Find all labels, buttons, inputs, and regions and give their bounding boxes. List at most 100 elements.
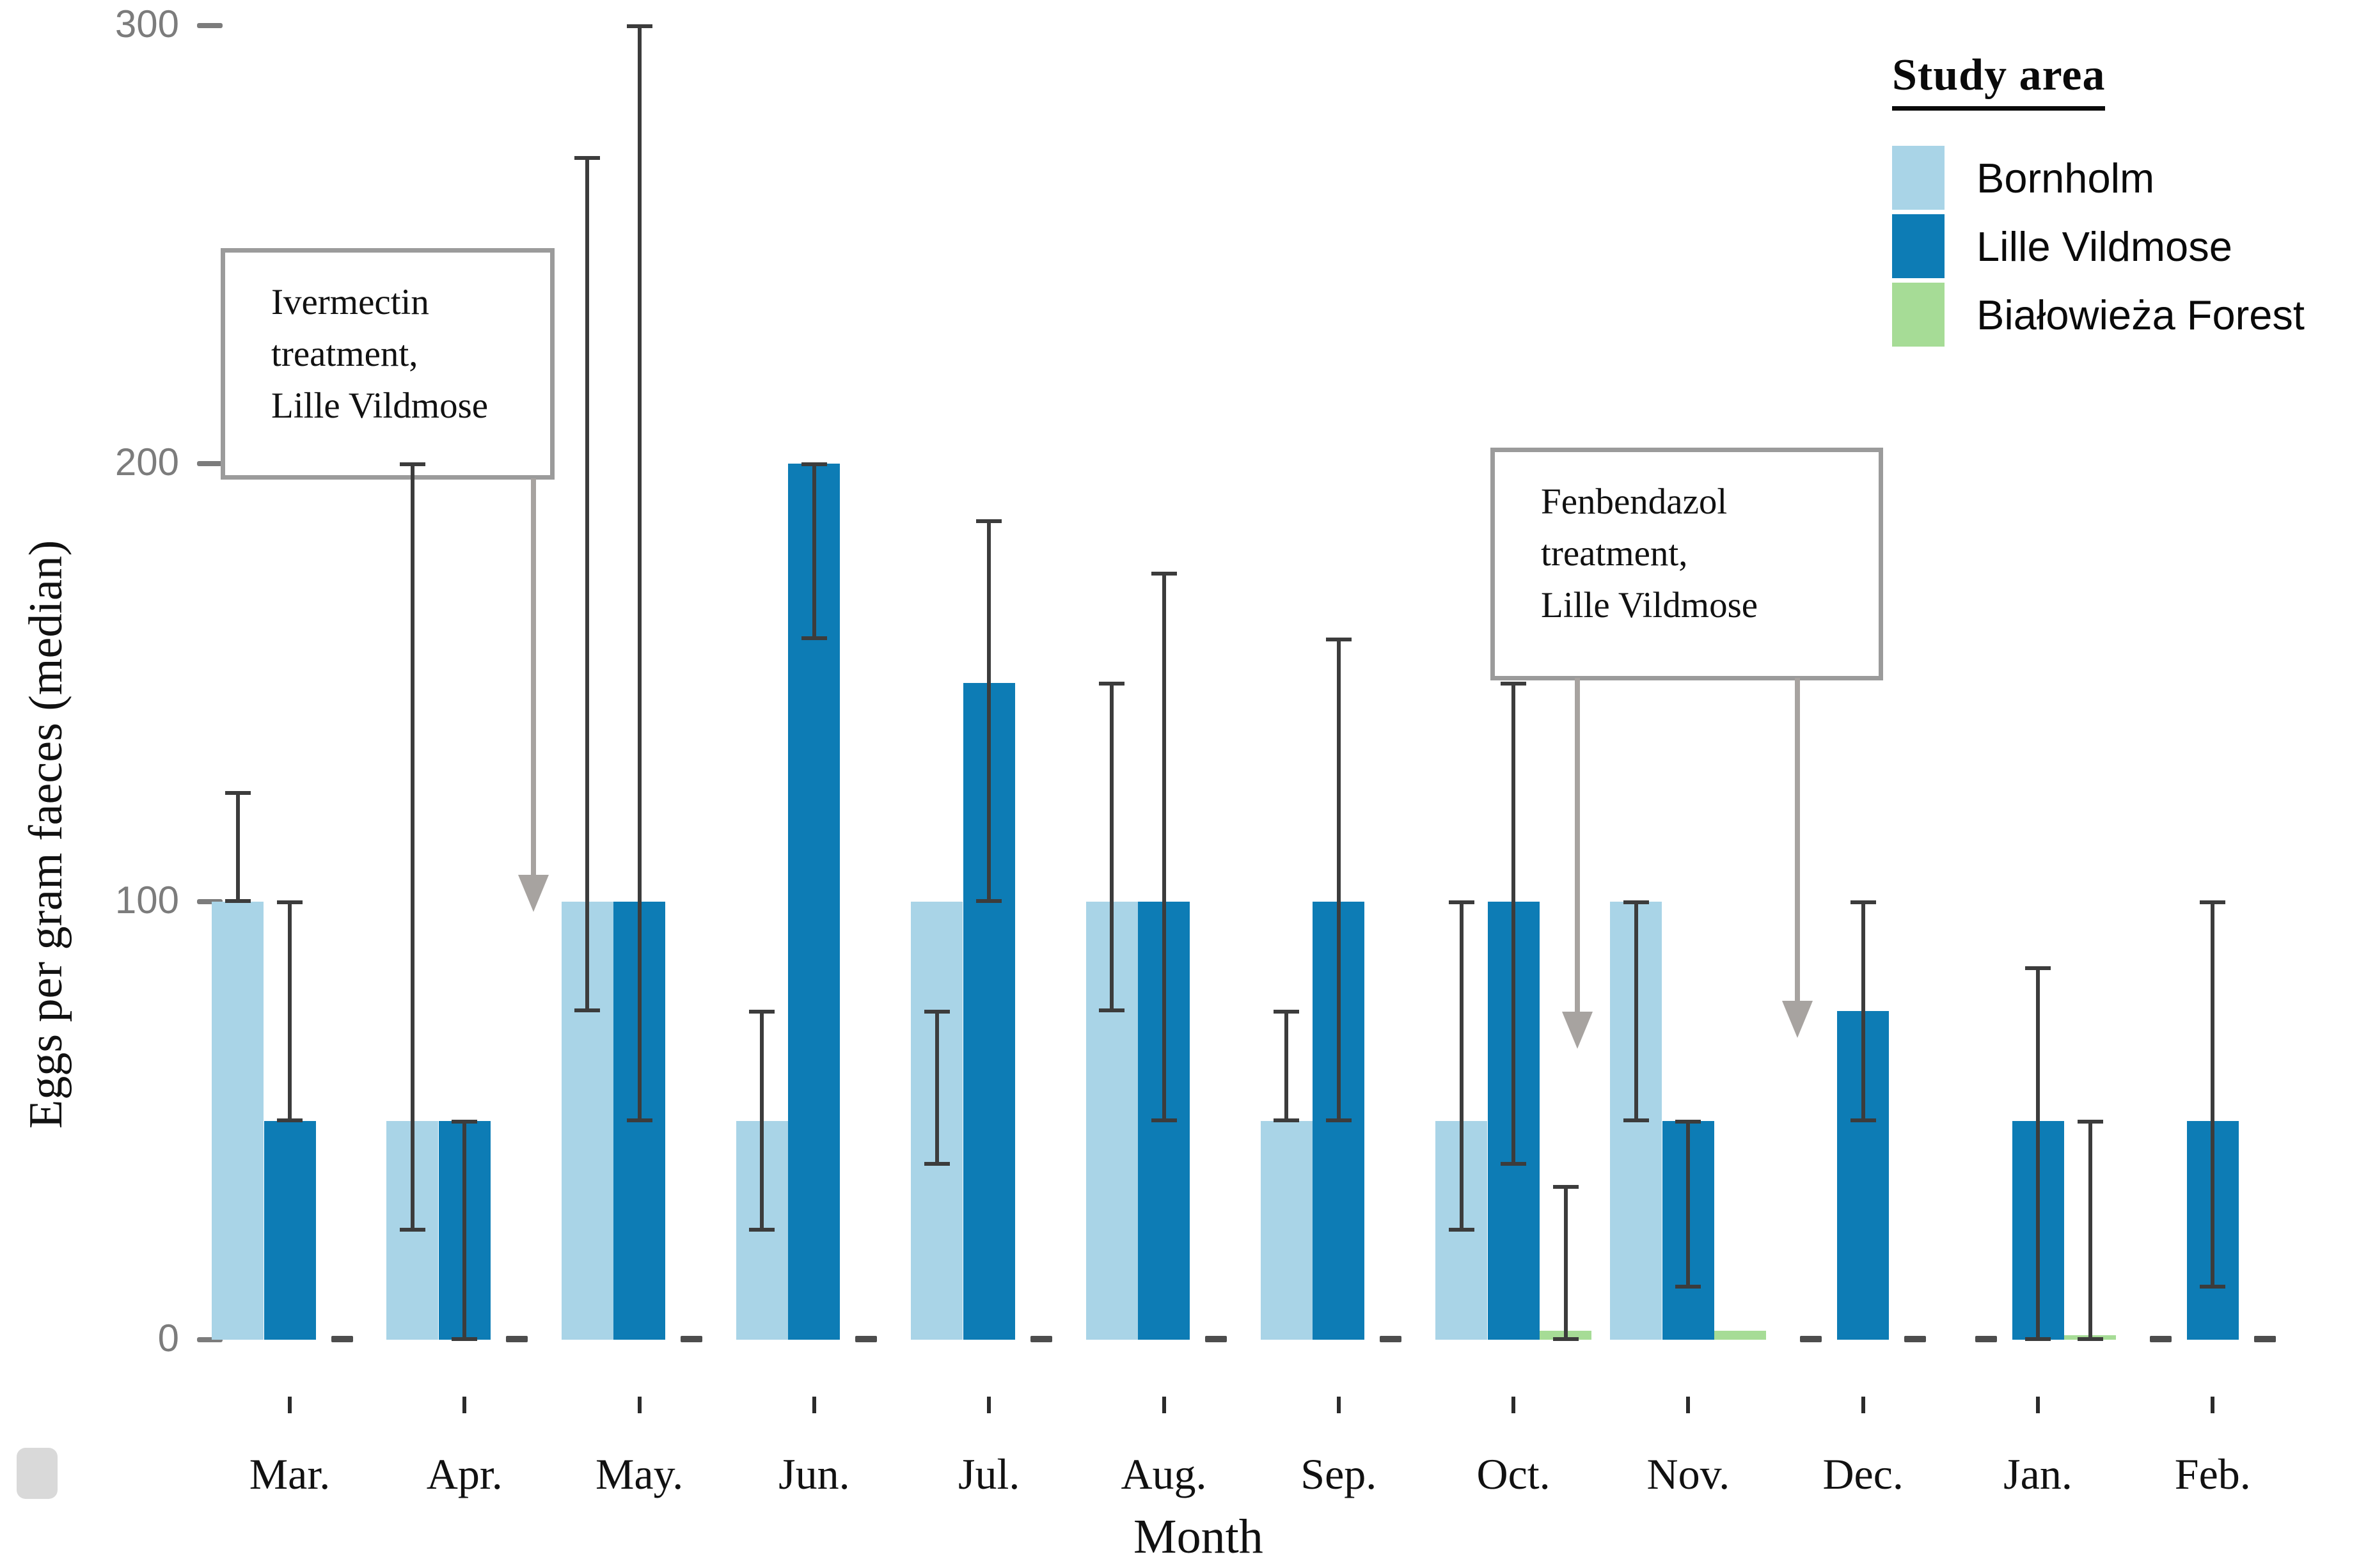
bar-lille-vildmose [264,1120,316,1340]
error-bar [585,157,590,1012]
error-bar [1459,902,1464,1230]
x-tick-mark [987,1397,991,1413]
annotation-line: treatment, [1541,533,1688,574]
error-bar-cap [924,1162,950,1166]
legend-swatch-icon [1892,283,1945,347]
bar-bornholm [212,902,264,1340]
error-bar [987,521,991,902]
x-tick-mark [462,1397,467,1413]
error-bar-cap [1099,1008,1124,1013]
error-bar-cap [225,790,251,795]
x-tick-label: Oct. [1476,1450,1550,1498]
error-bar [1511,682,1516,1164]
missing-value-dash [1975,1336,1997,1342]
missing-value-dash [855,1336,878,1342]
error-bar-cap [2077,1119,2103,1124]
error-bar-cap [574,1008,601,1013]
y-tick-label: 0 [157,1317,179,1360]
legend-item: Bornholm [1892,146,2305,210]
error-bar-cap [749,1010,775,1014]
missing-value-dash [331,1336,353,1342]
error-bar-cap [277,900,303,904]
error-bar-cap [1675,1119,1701,1124]
x-tick-mark [288,1397,292,1413]
bar-bornholm [1260,1120,1313,1340]
legend-item-label: Bornholm [1977,154,2155,201]
missing-value-dash [1030,1336,1052,1342]
fenbendazol-arrow-line-right [1795,678,1800,1002]
error-bar-cap [1675,1284,1701,1289]
y-axis-title: Eggs per gram faeces (median) [20,540,72,1129]
error-bar-cap [452,1119,478,1124]
error-bar-cap [924,1010,950,1014]
error-bar [235,792,240,902]
error-bar-cap [1325,638,1352,641]
error-bar-cap [2025,966,2051,970]
error-bar-cap [1850,1118,1876,1122]
ivermectin-arrow-head-icon [518,875,549,912]
x-tick-mark [812,1397,816,1413]
legend-title: Study area [1892,50,2106,111]
error-bar-cap [1099,681,1124,686]
error-bar-cap [1552,1185,1579,1189]
missing-value-dash [1800,1336,1822,1342]
error-bar [637,26,642,1121]
error-bar-cap [1552,1337,1579,1341]
legend-swatch-icon [1892,146,1945,210]
legend-item-label: Białowieża Forest [1977,291,2305,338]
corner-watermark [17,1448,58,1499]
annotation-line: Fenbendazol [1541,482,1728,522]
x-tick-mark [1162,1397,1166,1413]
error-bar [760,1011,764,1230]
error-bar-cap [1151,572,1177,576]
annotation-fenbendazol: Fenbendazol treatment, Lille Vildmose [1490,448,1883,680]
missing-value-dash [1380,1336,1402,1342]
y-tick-label: 200 [114,441,179,483]
error-bar-cap [1501,1162,1527,1166]
y-tick-mark [197,899,223,904]
ivermectin-arrow-line [531,478,536,876]
x-tick-mark [2036,1397,2040,1413]
error-bar-cap [1623,1118,1649,1122]
error-bar-cap [1325,1118,1352,1122]
error-bar-cap [976,519,1002,524]
error-bar-cap [2025,1337,2051,1341]
x-tick-label: Apr. [426,1450,503,1498]
x-tick-label: Jan. [2003,1450,2072,1498]
error-bar [462,1120,467,1340]
error-bar-cap [399,462,425,466]
error-bar [1284,1011,1289,1121]
error-bar-cap [277,1118,303,1122]
error-bar-cap [1274,1118,1300,1122]
bar-bia-owie-a-forest [1714,1331,1767,1340]
error-bar-cap [1274,1010,1300,1014]
annotation-line: Lille Vildmose [271,385,489,426]
error-bar [2211,902,2215,1287]
error-bar [1686,1120,1691,1287]
x-tick-label: May. [595,1450,684,1498]
x-tick-mark [1336,1397,1341,1413]
annotation-line: Lille Vildmose [1541,584,1758,625]
x-tick-mark [1511,1397,1516,1413]
error-bar-cap [626,24,652,28]
y-tick-mark [197,461,223,466]
missing-value-dash [505,1336,528,1342]
x-tick-label: Jul. [958,1450,1020,1498]
error-bar [2088,1120,2092,1340]
fenbendazol-arrow-line-left [1575,678,1580,1013]
error-bar-cap [2200,1284,2226,1289]
x-tick-mark [637,1397,642,1413]
error-bar [1563,1186,1568,1340]
error-bar [1861,902,1865,1121]
fenbendazol-arrow-head-left-icon [1562,1012,1593,1049]
x-tick-label: Mar. [249,1450,331,1498]
y-tick-mark [197,1337,223,1342]
y-tick-label: 100 [114,879,179,921]
x-tick-label: Aug. [1121,1450,1207,1498]
error-bar-cap [626,1118,652,1122]
x-tick-label: Dec. [1822,1450,1904,1498]
error-bar-cap [452,1337,478,1341]
legend-item: Białowieża Forest [1892,283,2305,347]
missing-value-dash [681,1336,703,1342]
